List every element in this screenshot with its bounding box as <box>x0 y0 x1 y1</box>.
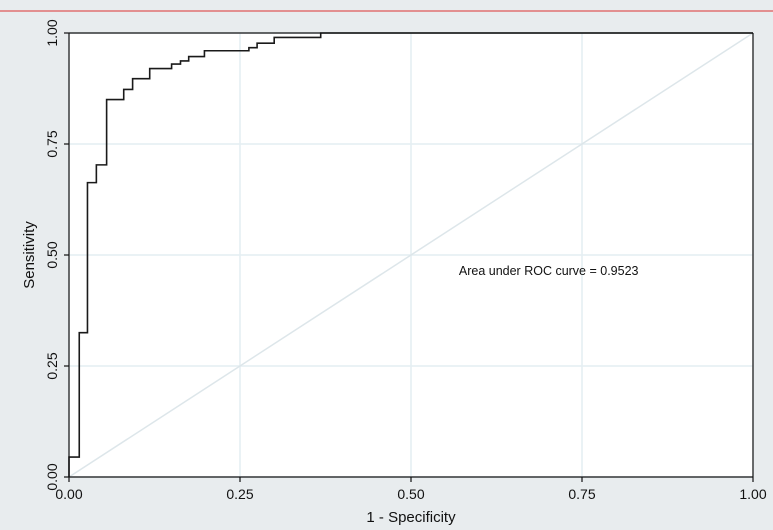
auc-annotation: Area under ROC curve = 0.9523 <box>459 264 639 278</box>
tick-labels: 0.00 0.25 0.50 0.75 1.00 0.00 0.25 0.50 0.75 1.00 <box>44 19 767 502</box>
y-tick-label: 0.50 <box>44 241 60 268</box>
y-tick-label: 1.00 <box>44 19 60 46</box>
y-tick-label: 0.75 <box>44 130 60 157</box>
reference-diagonal-line <box>68 32 754 478</box>
y-axis-title: Sensitivity <box>21 221 38 289</box>
y-tick-label: 0.00 <box>44 463 60 490</box>
roc-curve-line <box>68 32 753 477</box>
y-tick-label: 0.25 <box>44 352 60 379</box>
x-axis-title: 1 - Specificity <box>366 509 456 526</box>
x-tick-label: 0.25 <box>226 486 253 502</box>
x-tick-label: 1.00 <box>739 486 766 502</box>
x-tick-label: 0.75 <box>568 486 595 502</box>
series-layer <box>68 32 754 478</box>
axes <box>64 32 754 482</box>
x-tick-label: 0.00 <box>55 486 82 502</box>
x-tick-label: 0.50 <box>397 486 424 502</box>
